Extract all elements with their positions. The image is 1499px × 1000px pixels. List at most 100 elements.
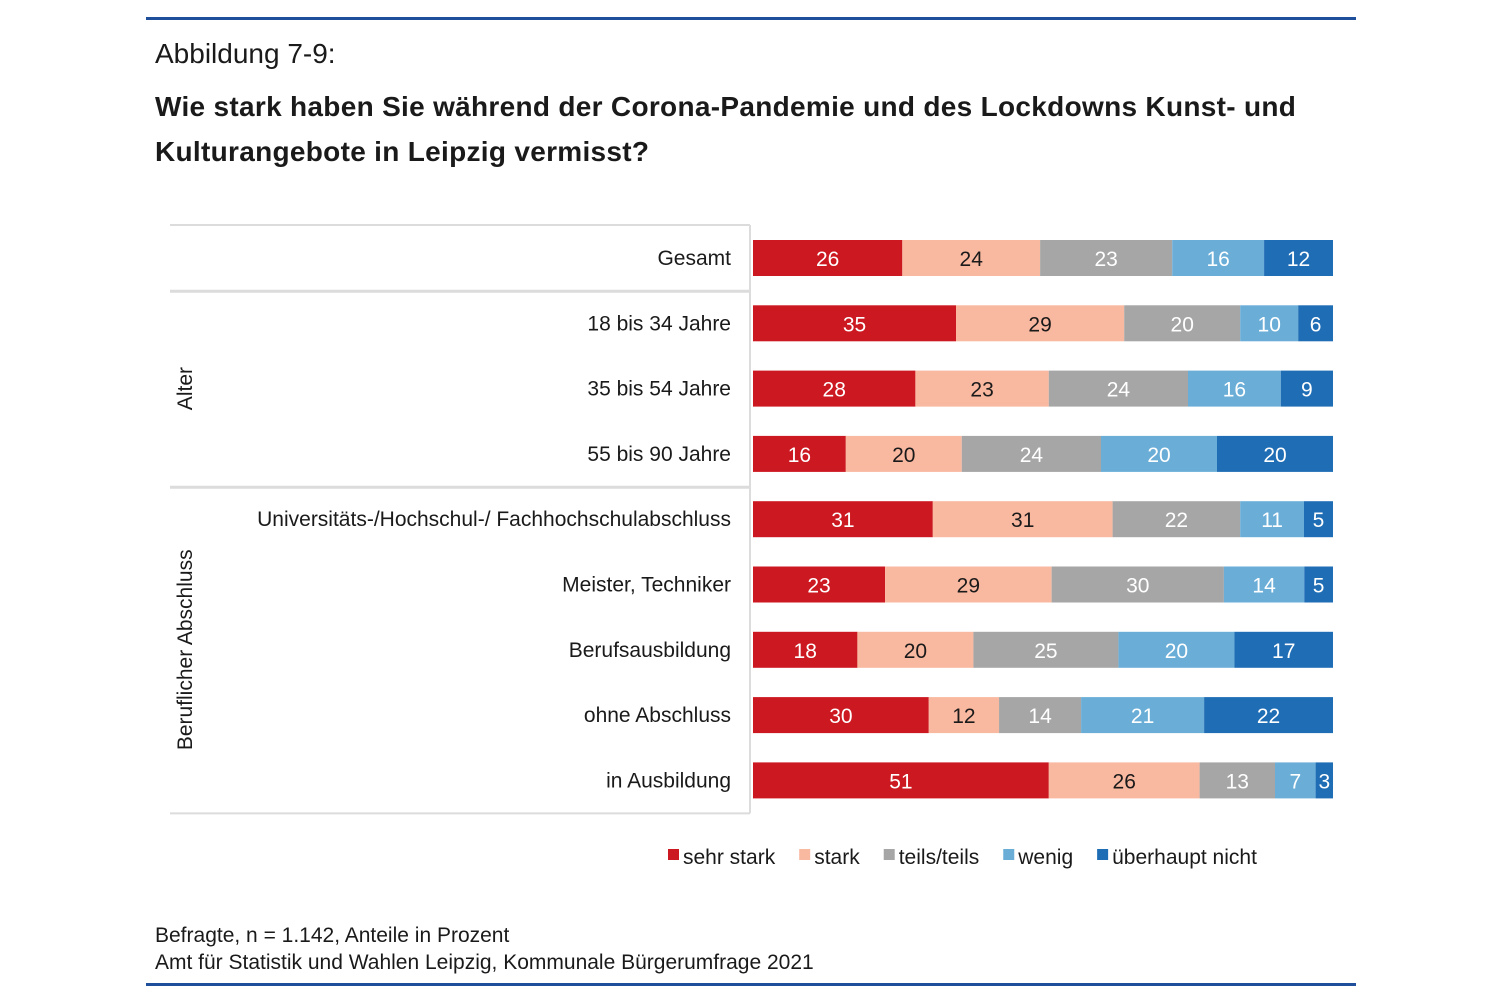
bar-segment bbox=[1048, 762, 1200, 799]
data-label: 31 bbox=[1011, 509, 1034, 532]
group-label: Beruflicher Abschluss bbox=[174, 549, 197, 750]
footnote-sample: Befragte, n = 1.142, Anteile in Prozent bbox=[155, 924, 510, 947]
legend-swatch bbox=[1097, 849, 1109, 860]
bar-segment bbox=[1280, 370, 1333, 407]
data-label: 29 bbox=[1028, 313, 1051, 336]
category-label: 55 bis 90 Jahre bbox=[587, 443, 731, 466]
data-label: 21 bbox=[1131, 705, 1154, 728]
data-label: 6 bbox=[1310, 313, 1322, 336]
data-label: 16 bbox=[1223, 379, 1246, 402]
data-label: 22 bbox=[1257, 705, 1280, 728]
bar-segment bbox=[1172, 240, 1265, 276]
bar-segment bbox=[1040, 240, 1173, 276]
data-label: 23 bbox=[1094, 248, 1117, 271]
data-label: 11 bbox=[1261, 509, 1283, 532]
category-label: Berufsausbildung bbox=[569, 639, 731, 662]
bar-segment bbox=[1199, 762, 1275, 799]
bar-segment bbox=[956, 305, 1125, 342]
bar-segment bbox=[1204, 697, 1333, 734]
data-label: 3 bbox=[1318, 770, 1330, 793]
data-label: 14 bbox=[1028, 705, 1052, 728]
data-label: 16 bbox=[788, 444, 811, 467]
category-label: 35 bis 54 Jahre bbox=[587, 378, 731, 401]
chart-title: Wie stark haben Sie während der Corona-P… bbox=[155, 91, 1297, 167]
bar-segment bbox=[1118, 631, 1235, 668]
data-label: 23 bbox=[807, 575, 830, 598]
bar-segment bbox=[753, 501, 933, 538]
legend-swatch bbox=[799, 849, 811, 860]
legend-label: überhaupt nicht bbox=[1112, 846, 1257, 869]
data-label: 18 bbox=[794, 640, 817, 663]
data-label: 20 bbox=[1147, 444, 1170, 467]
bottom-rule bbox=[146, 983, 1356, 986]
data-label: 17 bbox=[1272, 640, 1295, 663]
bar-segment bbox=[753, 697, 929, 734]
data-label: 20 bbox=[1165, 640, 1188, 663]
category-label: in Ausbildung bbox=[606, 769, 731, 792]
legend-label: stark bbox=[814, 846, 860, 869]
data-label: 14 bbox=[1252, 575, 1276, 598]
data-label: 51 bbox=[889, 770, 912, 793]
data-label: 5 bbox=[1313, 509, 1325, 532]
bar-segment bbox=[1240, 501, 1304, 538]
legend-swatch bbox=[668, 849, 679, 860]
data-label: 25 bbox=[1034, 640, 1057, 663]
data-label: 30 bbox=[1126, 575, 1149, 598]
data-label: 24 bbox=[1020, 444, 1044, 467]
bar-segment bbox=[961, 435, 1101, 472]
data-label: 9 bbox=[1301, 379, 1313, 402]
legend-swatch bbox=[883, 849, 895, 860]
bar-segment bbox=[753, 631, 858, 668]
bar-segment bbox=[999, 697, 1082, 734]
bar-segment bbox=[1304, 566, 1333, 603]
data-label: 30 bbox=[829, 705, 852, 728]
data-label: 10 bbox=[1258, 313, 1281, 336]
legend-label: sehr stark bbox=[683, 846, 776, 869]
data-label: 31 bbox=[831, 509, 854, 532]
bar-segment bbox=[1240, 305, 1299, 342]
bar-segment bbox=[973, 631, 1119, 668]
data-label: 5 bbox=[1313, 575, 1325, 598]
category-label: Universitäts-/Hochschul-/ Fachhochschula… bbox=[257, 508, 731, 531]
bar-segment bbox=[1124, 305, 1241, 342]
data-label: 20 bbox=[904, 640, 927, 663]
bar-segment bbox=[1234, 631, 1333, 668]
bar-segment bbox=[1223, 566, 1305, 603]
bar-segment bbox=[885, 566, 1052, 603]
bar-segment bbox=[928, 697, 1000, 734]
bar-segment bbox=[753, 762, 1049, 799]
category-label: Gesamt bbox=[657, 247, 731, 270]
data-label: 24 bbox=[1107, 379, 1131, 402]
data-label: 7 bbox=[1289, 770, 1301, 793]
data-label: 12 bbox=[1287, 248, 1310, 271]
legend-label: wenig bbox=[1017, 846, 1073, 869]
bar-segment bbox=[902, 240, 1041, 276]
bar-segment bbox=[845, 435, 962, 472]
data-label: 23 bbox=[970, 379, 993, 402]
figure-label: Abbildung 7-9: bbox=[155, 38, 336, 69]
data-label: 26 bbox=[1113, 770, 1136, 793]
bar-segment bbox=[753, 435, 846, 472]
bar-segment bbox=[857, 631, 974, 668]
data-label: 24 bbox=[960, 248, 984, 271]
bar-segment bbox=[753, 370, 916, 407]
data-label: 16 bbox=[1206, 248, 1229, 271]
legend-swatch bbox=[1003, 849, 1015, 860]
bar-segment bbox=[1275, 762, 1316, 799]
bar-segment bbox=[753, 305, 956, 342]
data-label: 29 bbox=[957, 575, 980, 598]
category-label: 18 bis 34 Jahre bbox=[587, 312, 731, 335]
bar-segment bbox=[915, 370, 1049, 407]
bar-segment bbox=[932, 501, 1113, 538]
bar-segment bbox=[1081, 697, 1205, 734]
bar-segment bbox=[1101, 435, 1217, 472]
top-rule bbox=[146, 17, 1356, 20]
category-label: ohne Abschluss bbox=[584, 704, 731, 727]
bar-segment bbox=[1298, 305, 1333, 342]
group-label: Alter bbox=[174, 367, 197, 410]
data-label: 20 bbox=[1171, 313, 1194, 336]
bar-segment bbox=[1112, 501, 1241, 538]
bar-segment bbox=[1051, 566, 1224, 603]
bar-segment bbox=[753, 566, 886, 603]
